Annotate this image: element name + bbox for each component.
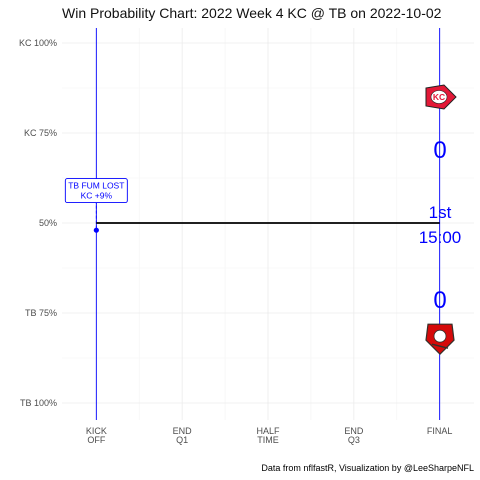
x-tick-label: KICK xyxy=(86,426,107,436)
event-point xyxy=(93,227,99,233)
y-tick-label: TB 100% xyxy=(20,398,57,408)
plot-area: KC 100%KC 75%50%TB 75%TB 100%KICKOFFENDQ… xyxy=(19,28,474,445)
y-tick-label: TB 75% xyxy=(25,308,57,318)
y-tick-label: 50% xyxy=(39,218,57,228)
quarter-label: 1st xyxy=(429,203,452,222)
y-tick-label: KC 75% xyxy=(24,128,57,138)
x-tick-label: Q3 xyxy=(348,435,360,445)
tb-score: 0 xyxy=(433,287,446,314)
annotation-text: KC +9% xyxy=(81,191,113,201)
tb-skull-shape xyxy=(433,329,447,343)
annotation-text: TB FUM LOST xyxy=(68,181,124,191)
y-tick-label: KC 100% xyxy=(19,38,57,48)
annotation-box xyxy=(64,178,128,204)
x-tick-label: END xyxy=(344,426,364,436)
kc-oval-shape xyxy=(430,90,448,104)
chart-caption: Data from nflfastR, Visualization by @Le… xyxy=(261,463,474,473)
x-tick-label: Q1 xyxy=(176,435,188,445)
x-tick-label: TIME xyxy=(257,435,279,445)
chart-title: Win Probability Chart: 2022 Week 4 KC @ … xyxy=(62,5,442,21)
kc-logo-text: KC xyxy=(433,92,445,102)
x-tick-label: END xyxy=(173,426,193,436)
game-clock: 15:00 xyxy=(419,228,462,247)
tb-logo xyxy=(425,323,455,356)
x-tick-label: FINAL xyxy=(427,426,453,436)
kc-score: 0 xyxy=(433,137,446,164)
tb-sword-shape xyxy=(431,343,449,349)
x-tick-label: HALF xyxy=(256,426,280,436)
x-tick-label: OFF xyxy=(87,435,105,445)
kc-logo: KC xyxy=(425,84,457,110)
